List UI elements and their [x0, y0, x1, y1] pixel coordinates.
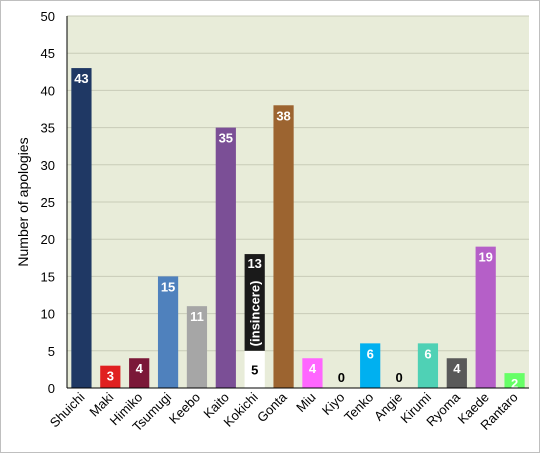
bar-himiko — [129, 358, 150, 388]
x-axis-labels: ShuichiMakiHimikoTsumugiKeeboKaitoKokich… — [47, 389, 521, 434]
x-tick-label: Ryoma — [423, 389, 463, 429]
bar-segment-kokichi-1 — [244, 254, 265, 351]
bar-ryoma — [446, 358, 467, 388]
x-tick-label: Tenko — [341, 390, 376, 425]
data-label: 3 — [107, 369, 114, 384]
bar-kaito — [215, 127, 236, 388]
bar-kirumi — [417, 343, 439, 388]
y-tick-label: 20 — [41, 232, 55, 247]
y-axis-label: Number of apologies — [15, 137, 31, 266]
data-label: 19 — [478, 250, 492, 265]
data-labels: 43 3 4 15 11 35 5 13 (insincere) 38 4 0 6 0 6 4 19 2 — [74, 71, 518, 391]
data-label: 0 — [338, 370, 345, 385]
y-axis-ticks: 0 5 10 15 20 25 30 35 40 45 50 — [41, 9, 55, 396]
y-tick-label: 25 — [41, 195, 55, 210]
data-label: 38 — [276, 108, 290, 123]
data-label: 11 — [190, 309, 204, 324]
data-label: 0 — [395, 370, 402, 385]
data-label: 43 — [74, 71, 88, 86]
data-label: 13 — [247, 256, 261, 271]
x-tick-label: Gonta — [254, 389, 290, 425]
data-label: 35 — [219, 131, 233, 146]
bar-tsumugi — [157, 276, 179, 388]
y-tick-label: 0 — [48, 381, 55, 396]
bar-rantaro — [504, 373, 525, 388]
bar-keebo — [186, 306, 208, 388]
y-tick-label: 10 — [41, 307, 55, 322]
data-label: 4 — [309, 361, 317, 376]
data-label: 4 — [453, 361, 461, 376]
x-tick-label: Keebo — [166, 390, 203, 427]
y-tick-label: 45 — [41, 46, 55, 61]
y-tick-label: 50 — [41, 9, 55, 24]
data-label: 6 — [367, 346, 374, 361]
data-label: 2 — [511, 376, 518, 391]
bar-gonta — [273, 105, 294, 388]
bars — [71, 68, 525, 388]
gridlines — [67, 15, 529, 352]
bar-annotation: (insincere) — [248, 281, 263, 347]
y-tick-label: 5 — [48, 344, 55, 359]
bar-shuichi — [71, 68, 92, 388]
data-label: 6 — [424, 346, 431, 361]
y-tick-label: 35 — [41, 121, 55, 136]
bar-maki — [100, 365, 121, 388]
data-label: 15 — [161, 279, 175, 294]
bar-miu — [302, 358, 323, 388]
y-tick-label: 40 — [41, 83, 55, 98]
data-label: 5 — [251, 362, 258, 377]
y-tick-label: 30 — [41, 158, 55, 173]
x-tick-label: Miu — [293, 390, 318, 415]
bar-tenko — [360, 343, 381, 388]
bar-segment-kokichi-0 — [244, 350, 265, 388]
y-tick-label: 15 — [41, 269, 55, 284]
data-label: 4 — [136, 361, 144, 376]
bar-kaede — [475, 246, 496, 388]
